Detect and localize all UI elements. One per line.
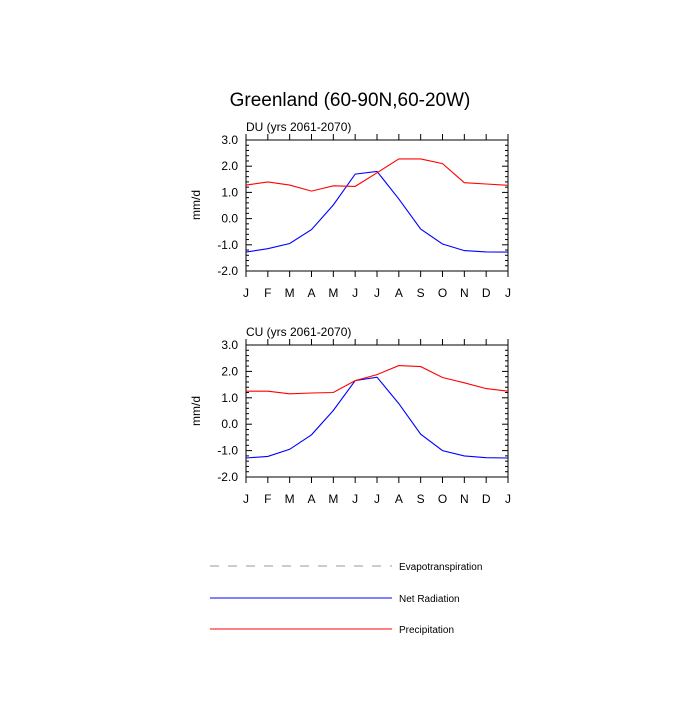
x-tick-label: A — [395, 492, 403, 506]
series-line-precipitation — [245, 158, 509, 192]
chart-panel-2: CU (yrs 2061-2070) mm/d -2.0 -1.0 0.0 1.0 2.0 3… — [189, 325, 511, 506]
x-tick-label: D — [482, 286, 491, 300]
x-tick-label: S — [417, 492, 425, 506]
x-tick-label: A — [307, 286, 315, 300]
x-tick-label: O — [438, 492, 447, 506]
x-tick-label: D — [482, 492, 491, 506]
x-tick-label: S — [417, 286, 425, 300]
legend-label: Net Radiation — [399, 594, 460, 605]
y-tick-label: -1.0 — [217, 444, 238, 458]
legend-label: Precipitation — [399, 625, 454, 636]
legend: Evapotranspiration Net Radiation Precipita… — [210, 562, 482, 636]
x-tick-label: M — [285, 286, 295, 300]
y-tick-label: 3.0 — [221, 133, 238, 147]
y-tick-label: 0.0 — [221, 417, 238, 431]
x-tick-label: F — [264, 492, 271, 506]
y-tick-label: 3.0 — [221, 338, 238, 352]
x-tick-label: M — [328, 492, 338, 506]
y-tick-label: -2.0 — [217, 470, 238, 484]
x-tick-label: J — [243, 286, 249, 300]
panel-subtitle: CU (yrs 2061-2070) — [246, 325, 351, 339]
series-line-net-radiation — [245, 376, 509, 459]
x-tick-label: O — [438, 286, 447, 300]
x-tick-label: M — [328, 286, 338, 300]
x-tick-label: J — [505, 492, 511, 506]
x-tick-label: J — [505, 286, 511, 300]
chart-title: Greenland (60-90N,60-20W) — [230, 90, 471, 111]
series-line-net-radiation — [245, 170, 509, 253]
x-tick-label: J — [374, 492, 380, 506]
y-axis-label: mm/d — [189, 396, 203, 426]
y-tick-label: 1.0 — [221, 391, 238, 405]
y-tick-label: 2.0 — [221, 159, 238, 173]
y-tick-label: -1.0 — [217, 238, 238, 252]
x-tick-label: J — [352, 286, 358, 300]
plot-frame — [245, 344, 509, 478]
x-tick-label: J — [352, 492, 358, 506]
y-tick-label: 2.0 — [221, 364, 238, 378]
x-tick-label: A — [307, 492, 315, 506]
x-tick-label: A — [395, 286, 403, 300]
x-tick-label: M — [285, 492, 295, 506]
y-tick-label: 1.0 — [221, 185, 238, 199]
panel-subtitle: DU (yrs 2061-2070) — [246, 120, 351, 134]
y-tick-label: 0.0 — [221, 212, 238, 226]
x-tick-label: J — [374, 286, 380, 300]
y-axis-label: mm/d — [189, 190, 203, 220]
x-tick-label: F — [264, 286, 271, 300]
chart-panel-1: DU (yrs 2061-2070) mm/d -2.0 -1.0 0.0 1.0 2.0 3… — [189, 120, 511, 300]
y-tick-label: -2.0 — [217, 264, 238, 278]
x-tick-label: J — [243, 492, 249, 506]
series-line-precipitation — [246, 365, 509, 395]
x-tick-label: N — [460, 492, 469, 506]
x-tick-label: N — [460, 286, 469, 300]
legend-label: Evapotranspiration — [399, 562, 482, 573]
